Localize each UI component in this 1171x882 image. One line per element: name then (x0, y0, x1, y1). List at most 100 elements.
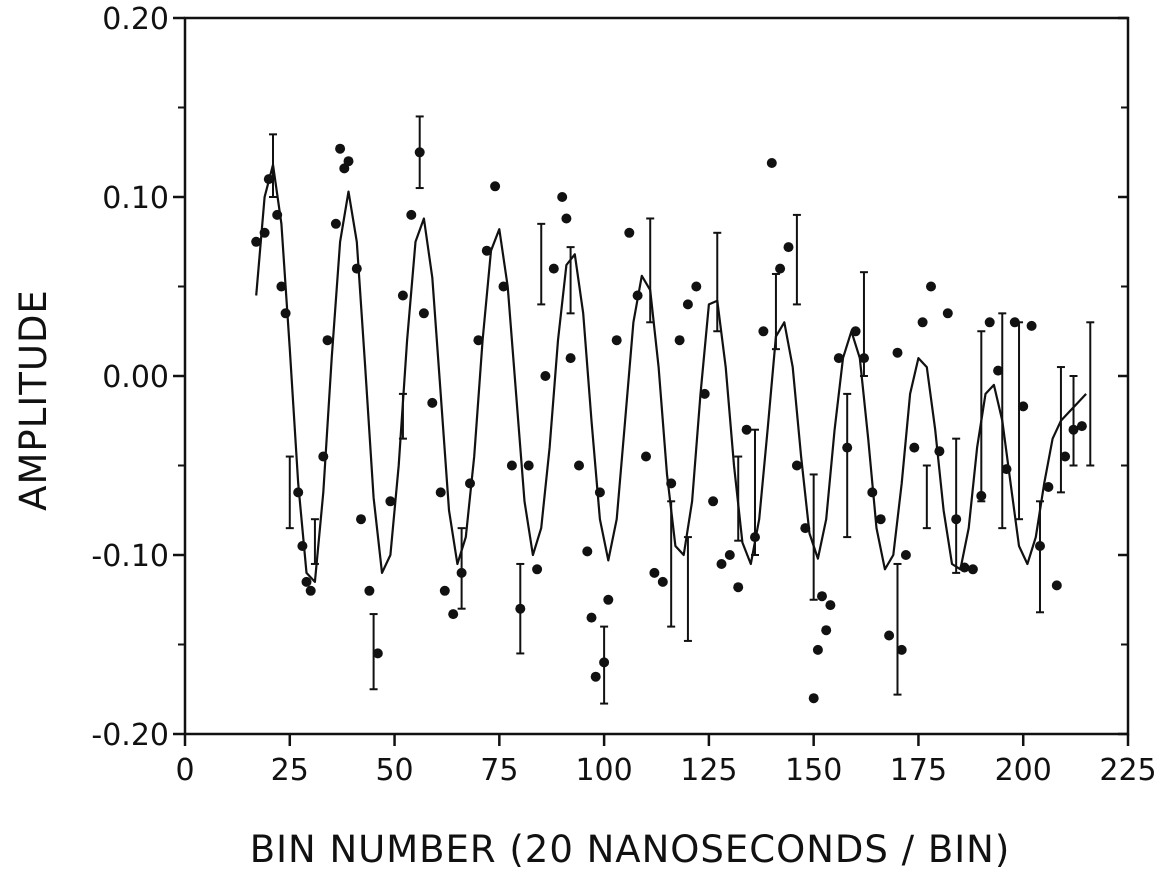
data-point (943, 308, 953, 318)
x-tick-label: 200 (995, 753, 1052, 788)
data-point (633, 291, 643, 301)
data-point (1027, 321, 1037, 331)
data-point (758, 326, 768, 336)
data-point (465, 478, 475, 488)
data-point (683, 299, 693, 309)
data-point (557, 192, 567, 202)
data-point (825, 600, 835, 610)
data-point (297, 541, 307, 551)
data-point (658, 577, 668, 587)
data-point (666, 478, 676, 488)
data-point (960, 563, 970, 573)
data-point (515, 604, 525, 614)
data-point (344, 156, 354, 166)
data-point (851, 326, 861, 336)
data-point (415, 147, 425, 157)
data-point (624, 228, 634, 238)
data-point (582, 546, 592, 556)
x-tick-label: 25 (271, 753, 309, 788)
y-tick-label: -0.10 (91, 539, 169, 574)
data-point (725, 550, 735, 560)
data-point (406, 210, 416, 220)
x-tick-label: 50 (375, 753, 413, 788)
data-point (419, 308, 429, 318)
data-point (876, 514, 886, 524)
data-point (427, 398, 437, 408)
y-tick-label: 0.20 (102, 2, 169, 37)
data-point (742, 425, 752, 435)
data-point (918, 317, 928, 327)
data-point (587, 613, 597, 623)
x-tick-label: 75 (480, 753, 518, 788)
data-point (641, 452, 651, 462)
data-points-layer (251, 144, 1087, 704)
data-point (1035, 541, 1045, 551)
data-point (834, 353, 844, 363)
y-axis-title: AMPLITUDE (12, 289, 55, 511)
data-point (809, 693, 819, 703)
data-point (767, 158, 777, 168)
data-point (985, 317, 995, 327)
data-point (566, 353, 576, 363)
x-tick-label: 175 (890, 753, 947, 788)
x-tick-label: 0 (175, 753, 194, 788)
y-tick-label: 0.00 (102, 360, 169, 395)
x-axis-ticks: 0 25 50 75 100 125 150 175 200 225 (175, 734, 1156, 788)
data-point (323, 335, 333, 345)
data-point (591, 672, 601, 682)
data-point (612, 335, 622, 345)
data-point (524, 461, 534, 471)
data-point (473, 335, 483, 345)
data-point (264, 174, 274, 184)
error-bar-layer (269, 116, 1094, 703)
data-point (897, 645, 907, 655)
data-point (649, 568, 659, 578)
data-point (708, 496, 718, 506)
data-point (867, 487, 877, 497)
data-point (884, 631, 894, 641)
x-tick-label: 225 (1099, 753, 1156, 788)
data-point (398, 291, 408, 301)
plot-frame (185, 18, 1128, 734)
data-point (859, 353, 869, 363)
data-point (549, 264, 559, 274)
data-point (934, 446, 944, 456)
data-point (293, 487, 303, 497)
data-point (733, 582, 743, 592)
data-point (532, 564, 542, 574)
data-point (993, 366, 1003, 376)
data-point (675, 335, 685, 345)
data-point (926, 282, 936, 292)
data-point (800, 523, 810, 533)
data-point (842, 443, 852, 453)
data-point (603, 595, 613, 605)
data-point (281, 308, 291, 318)
data-point (951, 514, 961, 524)
data-point (700, 389, 710, 399)
data-point (813, 645, 823, 655)
data-point (260, 228, 270, 238)
data-point (1002, 464, 1012, 474)
data-point (302, 577, 312, 587)
data-point (595, 487, 605, 497)
data-point (364, 586, 374, 596)
data-point (540, 371, 550, 381)
x-tick-label: 100 (575, 753, 632, 788)
data-point (561, 214, 571, 224)
x-tick-label: 125 (680, 753, 737, 788)
data-point (691, 282, 701, 292)
data-point (306, 586, 316, 596)
data-point (717, 559, 727, 569)
data-point (821, 625, 831, 635)
data-point (331, 219, 341, 229)
data-point (574, 461, 584, 471)
data-point (490, 181, 500, 191)
data-point (599, 657, 609, 667)
data-point (1018, 401, 1028, 411)
data-point (373, 648, 383, 658)
data-point (318, 452, 328, 462)
data-point (352, 264, 362, 274)
data-point (356, 514, 366, 524)
data-point (507, 461, 517, 471)
data-point (775, 264, 785, 274)
